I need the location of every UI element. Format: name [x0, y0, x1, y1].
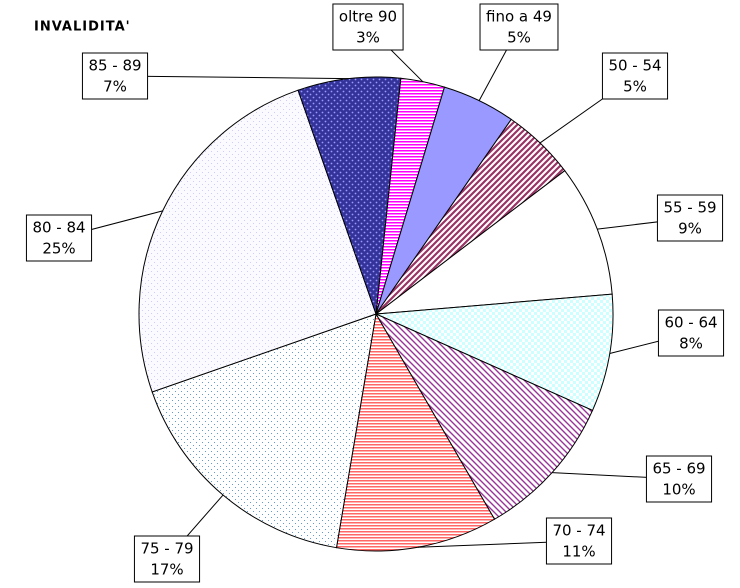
data-label: 50 - 54 5%	[601, 52, 669, 100]
label-category: 85 - 89	[88, 57, 141, 75]
data-label: 75 - 79 17%	[133, 535, 201, 583]
label-value: 11%	[562, 543, 595, 561]
pie-slice	[374, 170, 613, 315]
data-label: fino a 49 5%	[479, 3, 559, 51]
label-box	[657, 309, 725, 357]
label-value: 25%	[42, 240, 75, 258]
label-value: 3%	[356, 29, 380, 47]
label-box	[133, 535, 201, 583]
leader-line	[114, 75, 349, 80]
data-label: oltre 90 3%	[332, 3, 404, 51]
label-category: oltre 90	[339, 8, 397, 26]
pie-slice	[151, 313, 377, 549]
label-category: fino a 49	[486, 8, 552, 26]
label-value: 7%	[103, 78, 127, 96]
label-category: 55 - 59	[663, 199, 716, 217]
label-box	[645, 455, 713, 503]
data-label: 60 - 64 8%	[657, 309, 725, 357]
data-label: 85 - 89 7%	[81, 52, 149, 100]
pie-slice	[138, 89, 377, 393]
pie-slice	[374, 312, 594, 520]
pie-slice	[297, 76, 402, 315]
data-label: 55 - 59 9%	[656, 194, 724, 242]
label-value: 5%	[623, 78, 647, 96]
label-box	[25, 214, 93, 262]
label-category: 65 - 69	[652, 460, 705, 478]
labels: oltre 90 3% fino a 49 5% 50 - 54 5% 55 - 59 9% 6…	[25, 3, 725, 583]
label-box	[656, 194, 724, 242]
label-category: 60 - 64	[664, 314, 717, 332]
label-box	[332, 3, 404, 51]
label-value: 5%	[507, 29, 531, 47]
chart-title: INVALIDITA'	[34, 20, 131, 35]
label-value: 10%	[662, 481, 695, 499]
pie-slice	[335, 312, 496, 552]
data-label: 70 - 74 11%	[545, 517, 613, 565]
label-category: 80 - 84	[32, 219, 85, 237]
label-box	[81, 52, 149, 100]
label-value: 17%	[150, 561, 183, 579]
label-box	[601, 52, 669, 100]
label-value: 9%	[678, 220, 702, 238]
data-label: 80 - 84 25%	[25, 214, 93, 262]
label-box	[479, 3, 559, 51]
label-category: 75 - 79	[140, 540, 193, 558]
slices	[138, 76, 614, 552]
label-category: 50 - 54	[608, 57, 661, 75]
label-category: 70 - 74	[552, 522, 605, 540]
label-box	[545, 517, 613, 565]
data-label: 65 - 69 10%	[645, 455, 713, 503]
label-value: 8%	[679, 335, 703, 353]
